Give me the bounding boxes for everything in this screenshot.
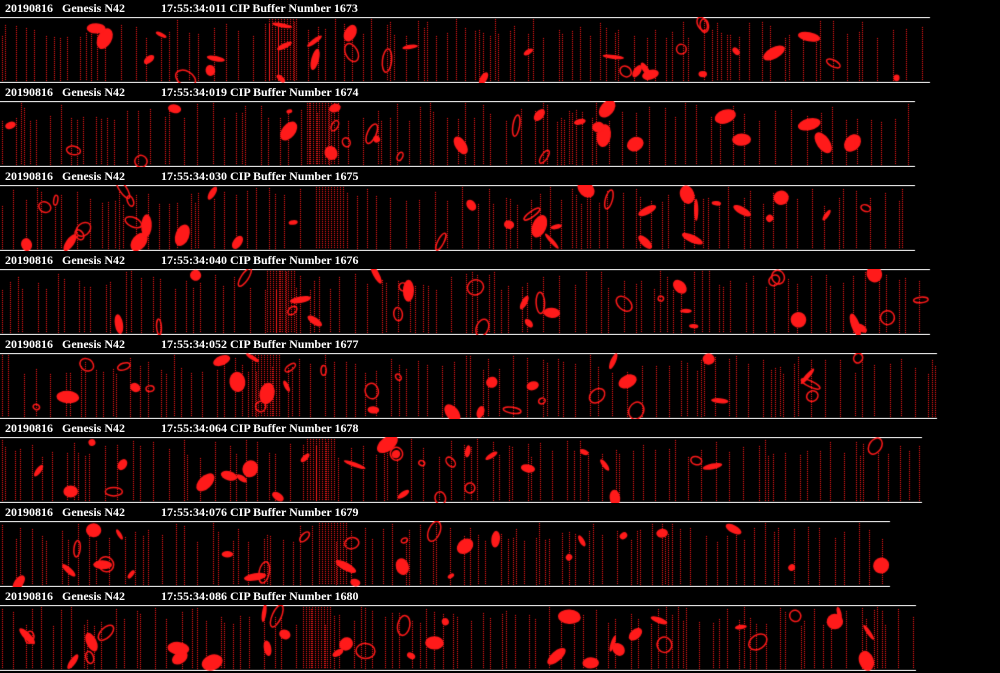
particle-image-strip [0,101,1000,167]
buffer-strip: 20190816 Genesis N42 17:55:34:040 CIP Buff… [0,252,1000,336]
probe-name: Genesis N42 [62,253,125,267]
probe-name: Genesis N42 [62,169,125,183]
buffer-timestamp-number: 17:55:34:064 CIP Buffer Number 1678 [161,421,359,435]
particle-image-strip [0,17,1000,83]
buffer-header: 20190816 Genesis N42 17:55:34:086 CIP Buff… [0,588,1000,605]
buffer-strip: 20190816 Genesis N42 17:55:34:076 CIP Buff… [0,504,1000,588]
probe-name: Genesis N42 [62,505,125,519]
buffer-strip: 20190816 Genesis N42 17:55:34:030 CIP Buff… [0,168,1000,252]
particle-image-strip [0,353,1000,419]
buffer-date: 20190816 [5,421,53,435]
buffer-header: 20190816 Genesis N42 17:55:34:019 CIP Buff… [0,84,1000,101]
buffer-timestamp-number: 17:55:34:076 CIP Buffer Number 1679 [161,505,359,519]
particle-image-strip [0,185,1000,251]
buffer-timestamp-number: 17:55:34:040 CIP Buffer Number 1676 [161,253,359,267]
buffer-strip: 20190816 Genesis N42 17:55:34:086 CIP Buff… [0,588,1000,672]
buffer-date: 20190816 [5,169,53,183]
probe-name: Genesis N42 [62,421,125,435]
buffer-timestamp-number: 17:55:34:052 CIP Buffer Number 1677 [161,337,359,351]
particle-image-strip [0,437,1000,503]
buffer-strip: 20190816 Genesis N42 17:55:34:064 CIP Buff… [0,420,1000,504]
buffer-date: 20190816 [5,85,53,99]
buffer-header: 20190816 Genesis N42 17:55:34:011 CIP Buff… [0,0,1000,17]
buffer-timestamp-number: 17:55:34:030 CIP Buffer Number 1675 [161,169,359,183]
buffer-timestamp-number: 17:55:34:011 CIP Buffer Number 1673 [161,1,358,15]
buffer-timestamp-number: 17:55:34:019 CIP Buffer Number 1674 [161,85,359,99]
buffer-header: 20190816 Genesis N42 17:55:34:064 CIP Buff… [0,420,1000,437]
buffer-date: 20190816 [5,1,53,15]
buffer-date: 20190816 [5,337,53,351]
buffer-header: 20190816 Genesis N42 17:55:34:076 CIP Buff… [0,504,1000,521]
buffer-date: 20190816 [5,589,53,603]
probe-name: Genesis N42 [62,85,125,99]
buffer-header: 20190816 Genesis N42 17:55:34:052 CIP Buff… [0,336,1000,353]
particle-image-strip [0,605,1000,671]
buffer-strip: 20190816 Genesis N42 17:55:34:052 CIP Buff… [0,336,1000,420]
particle-image-strip [0,269,1000,335]
buffer-date: 20190816 [5,505,53,519]
buffer-strip: 20190816 Genesis N42 17:55:34:011 CIP Buff… [0,0,1000,84]
buffer-header: 20190816 Genesis N42 17:55:34:040 CIP Buff… [0,252,1000,269]
buffer-date: 20190816 [5,253,53,267]
probe-name: Genesis N42 [62,589,125,603]
particle-image-strip [0,521,1000,587]
buffer-header: 20190816 Genesis N42 17:55:34:030 CIP Buff… [0,168,1000,185]
probe-name: Genesis N42 [62,337,125,351]
buffer-strip: 20190816 Genesis N42 17:55:34:019 CIP Buff… [0,84,1000,168]
buffer-timestamp-number: 17:55:34:086 CIP Buffer Number 1680 [161,589,359,603]
probe-name: Genesis N42 [62,1,125,15]
